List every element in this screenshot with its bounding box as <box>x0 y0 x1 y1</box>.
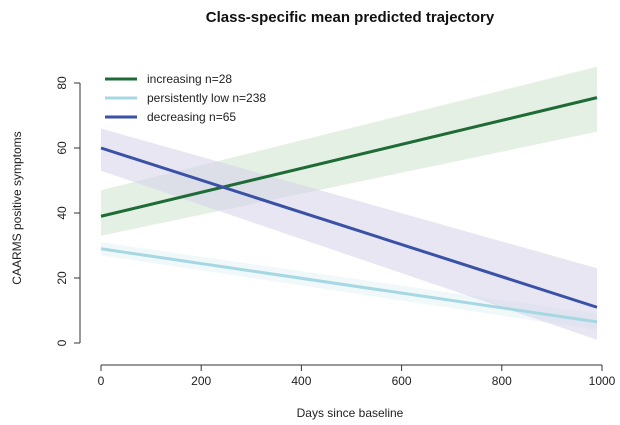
x-tick-label-4: 800 <box>492 374 512 388</box>
chart-title: Class-specific mean predicted trajectory <box>206 9 495 26</box>
confidence-bands <box>101 66 597 340</box>
legend-label-1: persistently low n=238 <box>147 91 266 105</box>
x-tick-label-5: 1000 <box>589 374 616 388</box>
axes: 0 200 400 600 800 1000 0 20 40 60 80 <box>55 76 616 388</box>
y-tick-label-1: 20 <box>55 271 69 285</box>
legend: increasing n=28 persistently low n=238 dec… <box>105 72 266 124</box>
legend-label-0: increasing n=28 <box>147 72 232 86</box>
y-tick-label-3: 60 <box>55 141 69 155</box>
series-lines <box>100 96 598 324</box>
x-tick-label-0: 0 <box>98 374 105 388</box>
x-tick-label-1: 200 <box>191 374 211 388</box>
series-line-0 <box>100 96 598 218</box>
x-axis-label: Days since baseline <box>297 406 404 420</box>
x-tick-label-2: 400 <box>291 374 311 388</box>
y-tick-label-0: 0 <box>55 339 69 346</box>
ci-band-2 <box>101 128 597 340</box>
y-axis-label: CAARMS positive symptoms <box>10 131 24 284</box>
y-tick-label-4: 80 <box>55 76 69 90</box>
y-tick-label-2: 40 <box>55 206 69 220</box>
x-tick-label-3: 600 <box>392 374 412 388</box>
series-line-1 <box>100 247 598 324</box>
legend-label-2: decreasing n=65 <box>147 110 236 124</box>
series-line-2 <box>100 146 598 309</box>
